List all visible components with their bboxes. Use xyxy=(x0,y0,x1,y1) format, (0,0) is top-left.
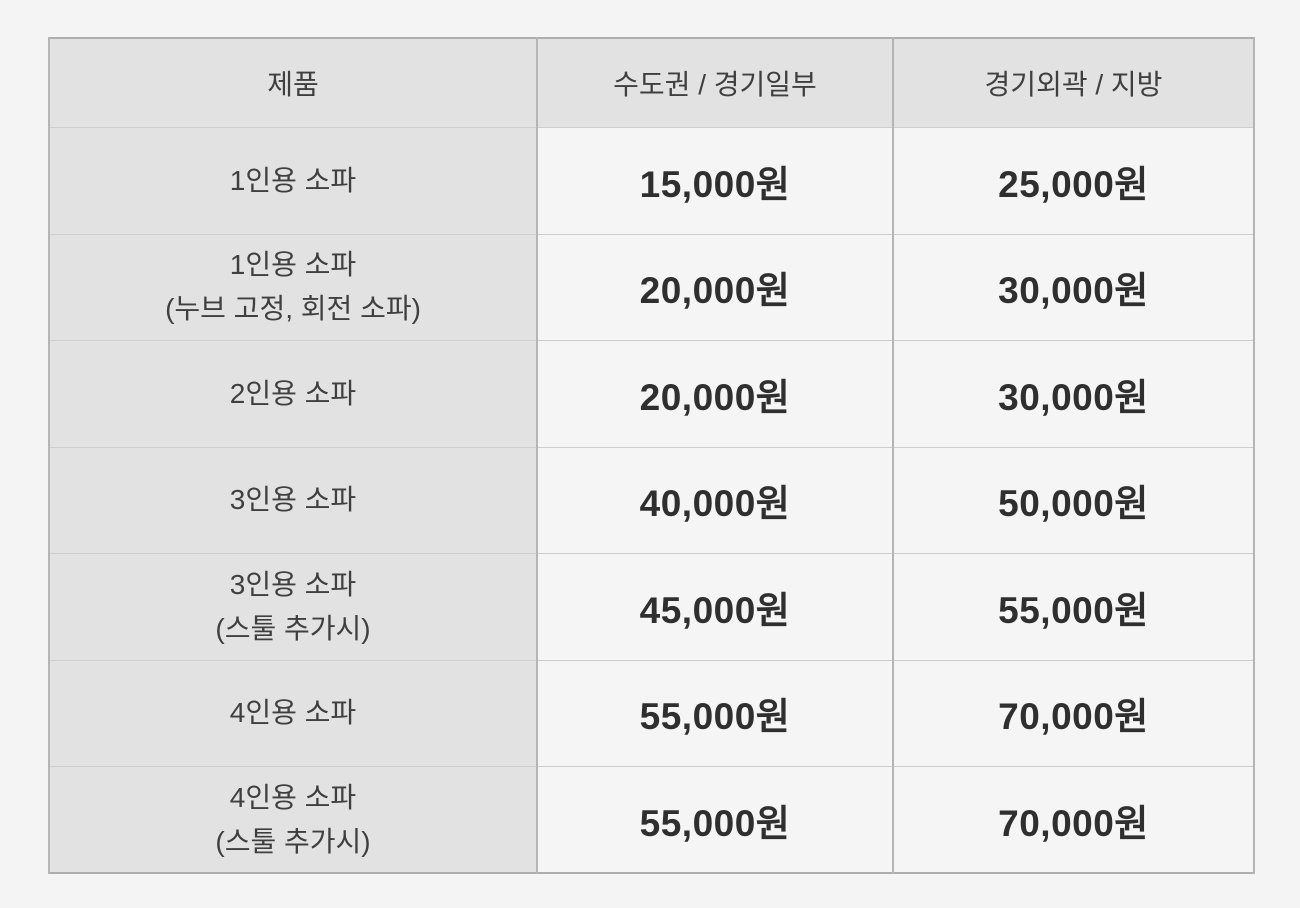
price-region: 30,000원 xyxy=(892,233,1255,341)
shipping-price-table: 제품 수도권 / 경기일부 경기외곽 / 지방 1인용 소파 15,000원 2… xyxy=(48,37,1255,874)
product-cell: 3인용 소파 (스툴 추가시) xyxy=(48,553,538,661)
table-row: 3인용 소파 40,000원 50,000원 xyxy=(48,446,1255,554)
product-note: (스툴 추가시) xyxy=(215,825,371,857)
price-metro: 55,000원 xyxy=(536,766,894,874)
product-cell: 1인용 소파 (누브 고정, 회전 소파) xyxy=(48,233,538,341)
product-cell: 1인용 소파 xyxy=(48,127,538,235)
table-body: 1인용 소파 15,000원 25,000원 1인용 소파 (누브 고정, 회전… xyxy=(48,127,1255,874)
price-metro: 45,000원 xyxy=(536,553,894,661)
price-metro: 20,000원 xyxy=(536,233,894,341)
price-metro: 55,000원 xyxy=(536,659,894,767)
table-row: 4인용 소파 (스툴 추가시) 55,000원 70,000원 xyxy=(48,766,1255,874)
product-cell: 3인용 소파 xyxy=(48,446,538,554)
price-metro: 20,000원 xyxy=(536,340,894,448)
table-row: 2인용 소파 20,000원 30,000원 xyxy=(48,340,1255,448)
table-row: 1인용 소파 (누브 고정, 회전 소파) 20,000원 30,000원 xyxy=(48,233,1255,341)
price-metro: 15,000원 xyxy=(536,127,894,235)
product-name: 1인용 소파 xyxy=(229,249,357,281)
price-region: 55,000원 xyxy=(892,553,1255,661)
product-name: 2인용 소파 xyxy=(229,377,357,409)
price-region: 50,000원 xyxy=(892,446,1255,554)
table-row: 4인용 소파 55,000원 70,000원 xyxy=(48,659,1255,767)
column-header-region: 경기외곽 / 지방 xyxy=(892,37,1255,128)
product-cell: 4인용 소파 (스툴 추가시) xyxy=(48,766,538,874)
table-row: 1인용 소파 15,000원 25,000원 xyxy=(48,127,1255,235)
product-name: 1인용 소파 xyxy=(229,164,357,196)
price-region: 70,000원 xyxy=(892,659,1255,767)
product-name: 4인용 소파 xyxy=(229,697,357,729)
header-row: 제품 수도권 / 경기일부 경기외곽 / 지방 xyxy=(48,37,1255,128)
price-region: 25,000원 xyxy=(892,127,1255,235)
product-name: 4인용 소파 xyxy=(229,781,357,813)
price-region: 70,000원 xyxy=(892,766,1255,874)
price-metro: 40,000원 xyxy=(536,446,894,554)
product-name: 3인용 소파 xyxy=(229,568,357,600)
column-header-metro: 수도권 / 경기일부 xyxy=(536,37,894,128)
table-row: 3인용 소파 (스툴 추가시) 45,000원 55,000원 xyxy=(48,553,1255,661)
column-header-product: 제품 xyxy=(48,37,538,128)
product-cell: 4인용 소파 xyxy=(48,659,538,767)
product-name: 3인용 소파 xyxy=(229,484,357,516)
price-region: 30,000원 xyxy=(892,340,1255,448)
table-header: 제품 수도권 / 경기일부 경기외곽 / 지방 xyxy=(48,37,1255,128)
product-note: (누브 고정, 회전 소파) xyxy=(165,293,421,325)
product-cell: 2인용 소파 xyxy=(48,340,538,448)
product-note: (스툴 추가시) xyxy=(215,612,371,644)
